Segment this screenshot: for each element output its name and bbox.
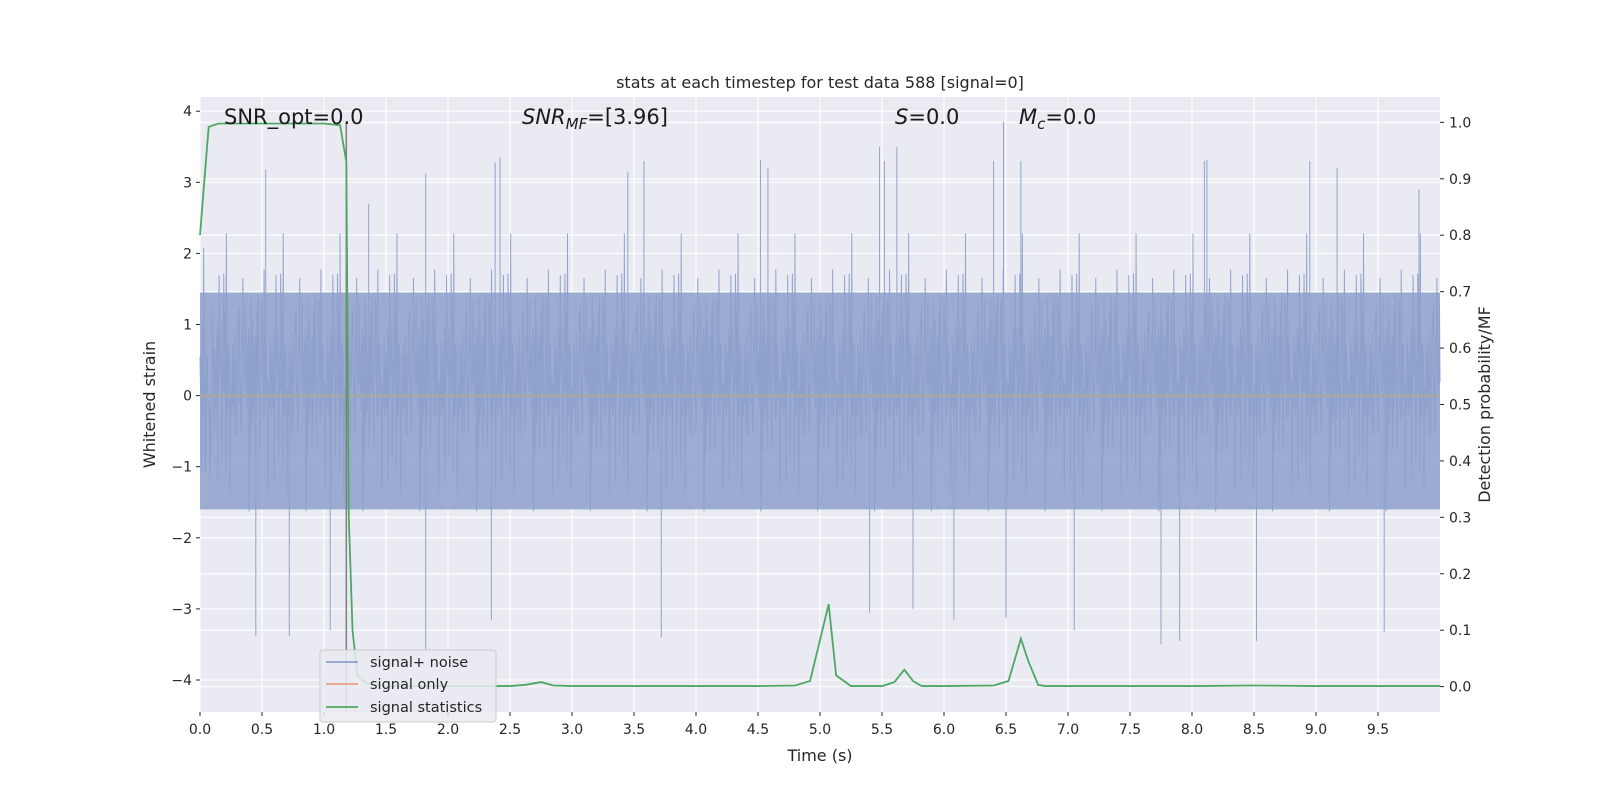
y-tick-label: 4 (183, 104, 192, 120)
snr-mf-annotation: SNRMF=[3.96] (522, 105, 668, 133)
y-axis-label: Whitened strain (140, 341, 159, 468)
x-tick-label: 1.5 (375, 722, 397, 738)
x-tick-label: 3.0 (561, 722, 583, 738)
x-tick-label: 4.5 (747, 722, 769, 738)
x-tick-label: 8.5 (1243, 722, 1265, 738)
y2-tick-label: 0.6 (1449, 341, 1471, 357)
noise-series-line (199, 121, 1441, 652)
x-tick-label: 4.0 (685, 722, 707, 738)
noise-series (199, 121, 1441, 652)
legend-label-noise: signal+ noise (370, 655, 468, 671)
snr-opt-annotation: SNR_opt=0.0 (224, 105, 364, 130)
ticks: 0.0 0.5 1.0 1.5 2.0 2.5 3.0 3.5 4.0 4.5 5.0 5.5 6.0 6… (171, 104, 1471, 738)
mc-value: =0.0 (1045, 105, 1096, 129)
s-annotation: S=0.0 (895, 105, 959, 129)
snr-mf-value: =[3.96] (587, 105, 668, 129)
x-tick-label: 1.0 (313, 722, 335, 738)
mc-symbol: M (1019, 105, 1037, 129)
y2-tick-label: 0.9 (1449, 172, 1471, 188)
x-tick-label: 5.5 (871, 722, 893, 738)
y-tick-label: 0 (183, 389, 192, 405)
s-value: =0.0 (908, 105, 959, 129)
x-axis-label: Time (s) (786, 746, 852, 765)
x-tick-label: 8.0 (1181, 722, 1203, 738)
x-tick-label: 5.0 (809, 722, 831, 738)
y2-tick-label: 0.3 (1449, 510, 1471, 526)
s-symbol: S (895, 105, 908, 129)
signal-statistics-line (199, 122, 1440, 687)
legend-box (319, 649, 497, 723)
snr-mf-subscript: MF (566, 115, 588, 133)
legend-label-stats: signal statistics (370, 700, 482, 716)
mc-subscript: c (1037, 115, 1046, 133)
legend-label-signal: signal only (370, 677, 449, 693)
y2-tick-label: 0.5 (1449, 398, 1471, 414)
y-tick-label: 2 (183, 246, 192, 262)
x-tick-label: 3.5 (623, 722, 645, 738)
y2-axis-label: Detection probability/MF (1475, 306, 1494, 503)
y-tick-label: −1 (171, 460, 192, 476)
x-tick-label: 9.5 (1367, 722, 1389, 738)
y2-tick-label: 0.1 (1449, 623, 1471, 639)
x-tick-label: 7.5 (1119, 722, 1141, 738)
x-tick-label: 0.5 (251, 722, 273, 738)
y-tick-label: −4 (171, 673, 192, 689)
x-tick-label: 7.0 (1057, 722, 1079, 738)
y2-tick-label: 1.0 (1449, 115, 1471, 131)
y2-tick-label: 0.8 (1449, 228, 1471, 244)
y-tick-label: 3 (183, 175, 192, 191)
x-tick-label: 0.0 (189, 722, 211, 738)
y2-tick-label: 0.4 (1449, 454, 1471, 470)
y2-tick-label: 0.2 (1449, 567, 1471, 583)
y2-tick-label: 0.0 (1449, 680, 1471, 696)
chart-title: stats at each timestep for test data 588… (616, 73, 1024, 92)
legend: signal+ noise signal only signal statist… (319, 649, 497, 723)
x-tick-label: 9.0 (1305, 722, 1327, 738)
y-tick-label: −2 (171, 531, 192, 547)
y-tick-label: 1 (183, 318, 192, 334)
x-tick-label: 6.0 (933, 722, 955, 738)
lines (199, 122, 1440, 712)
snr-mf-symbol: SNR (522, 105, 566, 129)
mc-annotation: Mc=0.0 (1019, 105, 1096, 133)
x-tick-label: 6.5 (995, 722, 1017, 738)
x-tick-label: 2.5 (499, 722, 521, 738)
y2-tick-label: 0.7 (1449, 285, 1471, 301)
y-tick-label: −3 (171, 602, 192, 618)
x-tick-label: 2.0 (437, 722, 459, 738)
